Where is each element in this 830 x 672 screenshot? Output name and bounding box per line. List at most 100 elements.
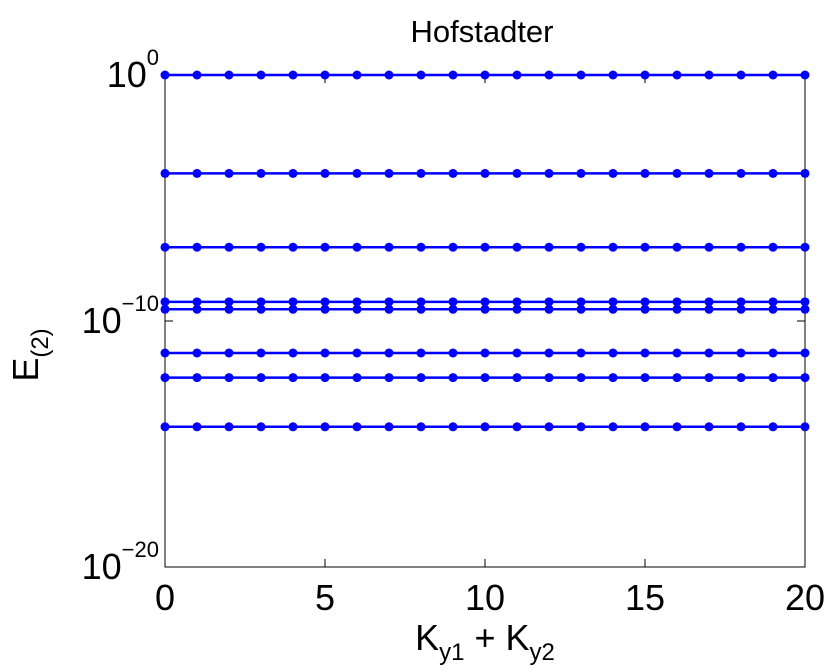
y-axis-label: E(2) xyxy=(5,328,54,381)
data-point xyxy=(608,304,618,314)
data-point xyxy=(192,373,202,383)
data-point xyxy=(352,242,362,252)
data-point xyxy=(736,297,746,307)
data-point xyxy=(672,168,682,178)
x-label-text: + K xyxy=(464,617,529,658)
data-point xyxy=(768,168,778,178)
data-point xyxy=(608,348,618,358)
data-point xyxy=(768,373,778,383)
data-point xyxy=(352,168,362,178)
data-point xyxy=(224,304,234,314)
data-point xyxy=(352,304,362,314)
x-tick-label: 20 xyxy=(785,577,825,618)
data-point xyxy=(320,70,330,80)
data-point xyxy=(256,422,266,432)
data-point xyxy=(576,304,586,314)
y-tick-base: 10 xyxy=(82,300,122,341)
data-point xyxy=(416,304,426,314)
data-point xyxy=(192,168,202,178)
data-point xyxy=(736,168,746,178)
data-point xyxy=(800,297,810,307)
data-point xyxy=(448,242,458,252)
data-point xyxy=(512,242,522,252)
data-point xyxy=(576,422,586,432)
data-point xyxy=(160,242,170,252)
data-point xyxy=(608,297,618,307)
data-point xyxy=(512,70,522,80)
data-point xyxy=(256,297,266,307)
data-point xyxy=(320,304,330,314)
data-point xyxy=(736,422,746,432)
x-tick-label: 0 xyxy=(155,577,175,618)
data-point xyxy=(384,168,394,178)
data-point xyxy=(512,422,522,432)
data-point xyxy=(416,422,426,432)
data-point xyxy=(320,348,330,358)
data-point xyxy=(352,348,362,358)
data-point xyxy=(480,297,490,307)
data-point xyxy=(480,348,490,358)
data-point xyxy=(192,348,202,358)
data-point xyxy=(256,304,266,314)
data-point xyxy=(160,348,170,358)
data-point xyxy=(704,348,714,358)
data-point xyxy=(640,168,650,178)
data-point xyxy=(320,373,330,383)
data-point xyxy=(608,168,618,178)
y-tick-base: 10 xyxy=(107,54,147,95)
data-point xyxy=(544,348,554,358)
data-point xyxy=(288,70,298,80)
y-tick-exponent: 0 xyxy=(147,45,159,70)
data-point xyxy=(704,297,714,307)
data-point xyxy=(224,422,234,432)
data-point xyxy=(768,422,778,432)
data-point xyxy=(736,70,746,80)
data-point xyxy=(384,422,394,432)
y-tick-label: 10−20 xyxy=(82,537,159,587)
data-point xyxy=(448,297,458,307)
data-point xyxy=(640,348,650,358)
data-point xyxy=(576,242,586,252)
data-point xyxy=(576,348,586,358)
data-point xyxy=(736,373,746,383)
data-point xyxy=(416,348,426,358)
data-point xyxy=(800,348,810,358)
data-point xyxy=(288,297,298,307)
data-point xyxy=(576,168,586,178)
data-point xyxy=(544,304,554,314)
data-point xyxy=(800,70,810,80)
data-point xyxy=(704,242,714,252)
y-tick-exponent: −10 xyxy=(122,291,159,316)
x-tick-label: 10 xyxy=(465,577,505,618)
data-point xyxy=(416,70,426,80)
y-tick-label: 10−10 xyxy=(82,291,159,341)
data-point xyxy=(800,168,810,178)
data-point xyxy=(288,373,298,383)
data-point xyxy=(320,297,330,307)
data-point xyxy=(224,70,234,80)
data-point xyxy=(704,373,714,383)
data-point xyxy=(224,168,234,178)
data-point xyxy=(672,304,682,314)
data-point xyxy=(384,297,394,307)
data-point xyxy=(192,297,202,307)
data-point xyxy=(352,70,362,80)
data-point xyxy=(672,297,682,307)
data-point xyxy=(768,348,778,358)
y-tick-base: 10 xyxy=(82,546,122,587)
data-point xyxy=(576,373,586,383)
data-point xyxy=(288,242,298,252)
data-point xyxy=(224,348,234,358)
data-point xyxy=(224,297,234,307)
y-tick-exponent: −20 xyxy=(122,537,159,562)
data-point xyxy=(704,168,714,178)
data-point xyxy=(576,70,586,80)
data-point xyxy=(384,348,394,358)
data-point xyxy=(288,304,298,314)
x-label-subscript: y2 xyxy=(530,639,555,666)
data-point xyxy=(416,373,426,383)
data-point xyxy=(800,373,810,383)
chart-title: Hofstadter xyxy=(410,14,553,49)
x-tick-label: 5 xyxy=(315,577,335,618)
data-point xyxy=(480,422,490,432)
